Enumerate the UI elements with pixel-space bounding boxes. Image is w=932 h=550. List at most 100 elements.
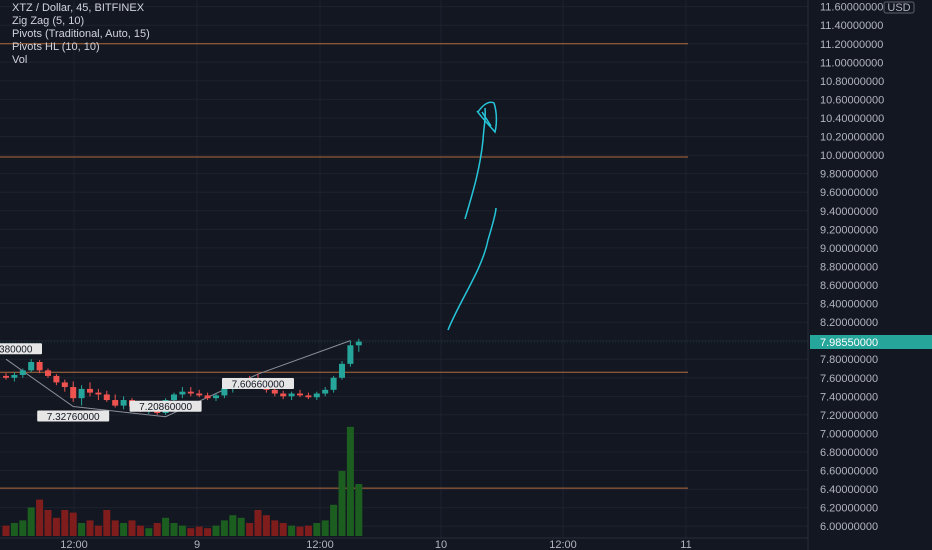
candle-body xyxy=(53,375,60,383)
pivot-label-text: 7.79380000 xyxy=(0,345,33,356)
candle-body xyxy=(87,388,93,393)
volume-bar xyxy=(27,507,35,536)
candle-body xyxy=(288,393,295,397)
legend-symbol[interactable]: XTZ / Dollar, 45, BITFINEX xyxy=(12,2,145,14)
legend-pivots-hl[interactable]: Pivots HL (10, 10) xyxy=(12,41,100,53)
candle-body xyxy=(271,389,278,394)
candle-body xyxy=(78,388,85,399)
time-tick-label: 12:00 xyxy=(306,539,334,550)
time-tick-label: 12:00 xyxy=(60,539,88,550)
price-tick-label: 9.40000000 xyxy=(820,206,878,218)
volume-bar xyxy=(279,523,287,536)
price-tick-label: 7.20000000 xyxy=(820,410,878,422)
volume-bar xyxy=(296,526,304,536)
volume-bar xyxy=(61,510,69,536)
volume-bar xyxy=(338,471,346,536)
candle-body xyxy=(120,400,127,406)
price-tick-label: 8.60000000 xyxy=(820,280,878,292)
volume-bar xyxy=(313,523,321,536)
volume-bar xyxy=(145,528,153,536)
volume-bar xyxy=(229,515,237,536)
candle-body xyxy=(179,391,186,395)
price-tick-label: 11.40000000 xyxy=(820,20,883,32)
volume-bar xyxy=(355,484,363,536)
volume-bar xyxy=(220,520,228,536)
legend-pivots[interactable]: Pivots (Traditional, Auto, 15) xyxy=(12,28,150,40)
zigzag-line xyxy=(5,340,351,418)
candle-body xyxy=(36,361,43,371)
time-tick-label: 12:00 xyxy=(549,539,577,550)
volume-bar xyxy=(52,517,60,536)
volume-bar xyxy=(36,499,44,536)
candle-body xyxy=(347,345,354,364)
candle-body xyxy=(19,370,26,375)
volume-bar xyxy=(271,520,279,536)
pivot-label-box xyxy=(0,343,42,355)
price-tick-label: 6.00000000 xyxy=(820,521,878,533)
current-price-label: 7.98550000 xyxy=(820,337,878,349)
pivot-label-box xyxy=(222,378,294,390)
pivot-label-text: 7.20860000 xyxy=(139,402,192,413)
volume-bar xyxy=(346,426,354,536)
price-tick-label: 11.00000000 xyxy=(820,57,883,69)
volume-bar xyxy=(78,523,86,536)
pivot-label-text: 7.60660000 xyxy=(232,380,285,391)
candle-body xyxy=(45,370,51,376)
pivot-label-box xyxy=(37,410,110,422)
volume-bar xyxy=(103,510,111,536)
candle-body xyxy=(95,392,102,395)
candle-body xyxy=(61,382,68,388)
price-tick-label: 8.80000000 xyxy=(820,261,878,273)
price-tick-label: 10.60000000 xyxy=(820,94,884,106)
price-tick-label: 6.40000000 xyxy=(820,484,878,496)
volume-bar xyxy=(162,517,170,536)
price-axis xyxy=(808,0,932,550)
volume-bar xyxy=(86,520,94,536)
price-tick-label: 7.80000000 xyxy=(820,354,878,366)
candle-body xyxy=(196,393,203,396)
price-tick-label: 8.20000000 xyxy=(820,317,878,329)
volume-bar xyxy=(136,525,144,536)
volume-bar xyxy=(69,512,77,536)
volume-bar xyxy=(262,515,270,536)
volume-bar xyxy=(178,525,186,536)
candle-body xyxy=(28,361,35,371)
currency-label: USD xyxy=(887,2,910,14)
volume-bar xyxy=(170,523,178,536)
volume-bar xyxy=(2,525,10,536)
price-tick-label: 7.40000000 xyxy=(820,391,878,403)
volume-bar xyxy=(19,520,27,536)
volume-bar xyxy=(204,528,212,536)
price-tick-label: 11.60000000 xyxy=(820,2,883,14)
candle-body xyxy=(3,375,9,378)
candle-body xyxy=(280,393,287,397)
price-tick-label: 10.20000000 xyxy=(820,132,884,144)
volume-bar xyxy=(288,525,296,536)
price-tick-label: 8.40000000 xyxy=(820,299,878,311)
price-tick-label: 10.80000000 xyxy=(820,76,884,88)
volume-bar xyxy=(128,520,136,536)
price-tick-label: 6.80000000 xyxy=(820,447,878,459)
time-tick-label: 9 xyxy=(194,539,200,550)
candle-body xyxy=(112,400,119,406)
volume-bar xyxy=(187,528,195,536)
candle-body xyxy=(171,394,177,401)
candle-body xyxy=(221,387,228,396)
volume-bar xyxy=(10,523,18,536)
time-axis xyxy=(0,538,808,550)
volume-bar xyxy=(120,523,128,536)
legend-zigzag[interactable]: Zig Zag (5, 10) xyxy=(12,15,85,27)
candle-body xyxy=(355,341,362,346)
volume-bar xyxy=(44,510,52,536)
volume-bar xyxy=(254,510,262,536)
price-tick-label: 7.60000000 xyxy=(820,373,878,385)
volume-bar xyxy=(237,517,245,536)
volume-bar xyxy=(195,526,203,536)
drawing-arrow-head xyxy=(476,101,498,134)
legend-volume[interactable]: Vol xyxy=(12,54,28,66)
volume-bar xyxy=(321,520,329,536)
pivot-label-box xyxy=(129,400,202,412)
volume-bar xyxy=(304,525,312,536)
